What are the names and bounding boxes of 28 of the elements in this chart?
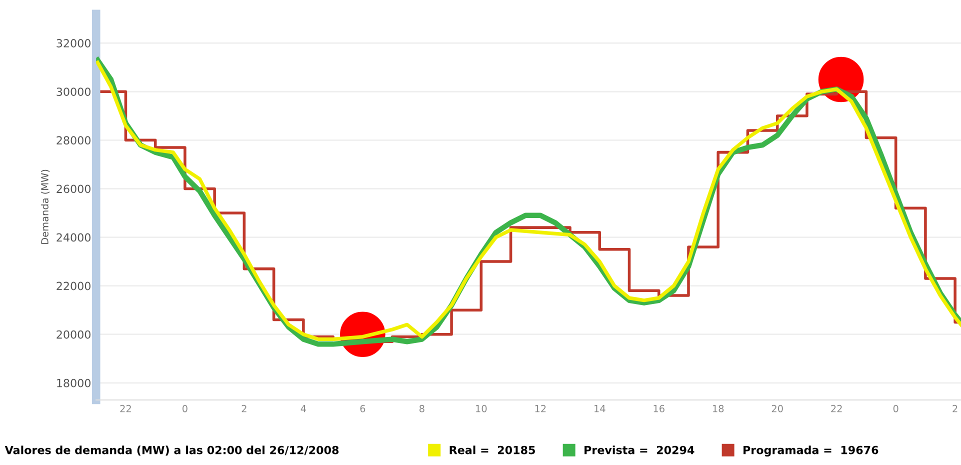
x-tick-label: 6 bbox=[360, 404, 366, 412]
y-tick-label: 22000 bbox=[56, 282, 90, 290]
y-tick-label: 28000 bbox=[56, 136, 90, 145]
x-tick-label: 0 bbox=[893, 404, 898, 412]
x-tick-label: 2 bbox=[242, 404, 246, 412]
x-tick-label: 8 bbox=[419, 404, 424, 412]
y-tick-label: 20000 bbox=[56, 330, 90, 339]
x-tick-label: 10 bbox=[476, 404, 487, 412]
y-tick-label: 30000 bbox=[56, 88, 90, 96]
x-tick-label: 20 bbox=[772, 404, 783, 412]
x-tick-label: 18 bbox=[713, 404, 724, 412]
legend-label: Programada = 19676 bbox=[744, 446, 878, 456]
legend-label: Real = 20185 bbox=[450, 446, 535, 454]
y-tick-label: 32000 bbox=[56, 39, 90, 48]
x-tick-label: 16 bbox=[654, 404, 664, 412]
x-tick-label: 22 bbox=[120, 404, 131, 412]
y-tick-label: 26000 bbox=[56, 184, 90, 194]
text: Valores de demanda (MW) a las 02:00 del 26/12/2008 bbox=[4, 446, 339, 456]
x-tick-label: 22 bbox=[831, 404, 842, 412]
x-tick-label: 0 bbox=[182, 404, 188, 412]
x-tick-label: 12 bbox=[535, 404, 546, 412]
y-axis-title: Demanda (MW) bbox=[40, 170, 50, 244]
x-tick-label: 14 bbox=[594, 405, 606, 412]
y-tick-label: 24000 bbox=[56, 233, 90, 242]
x-tick-label: 2 bbox=[952, 404, 958, 412]
legend-label: Prevista = 20294 bbox=[584, 446, 694, 454]
x-tick-label: 4 bbox=[300, 405, 306, 412]
y-tick-label: 18000 bbox=[57, 378, 90, 388]
